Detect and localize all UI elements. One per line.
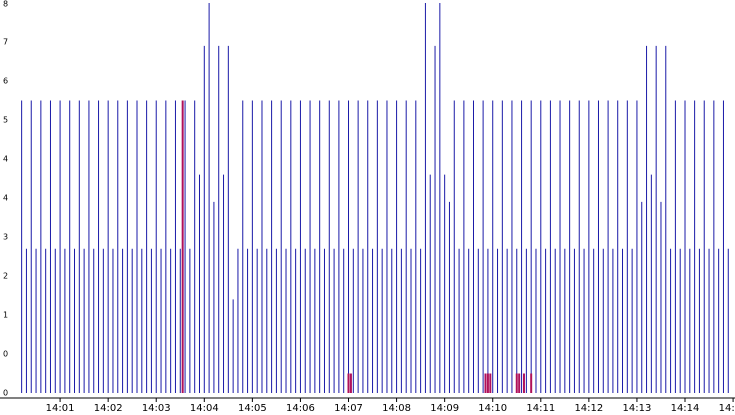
x-tick-label: 14:15 [719,403,735,414]
y-tick-label: 0 [3,389,8,398]
x-tick-label: 14:02 [94,403,123,414]
y-tick-label: 5 [3,116,8,125]
x-tick-label: 14:11 [526,403,555,414]
y-tick-label: 6 [3,77,8,86]
x-tick-label: 14:05 [238,403,267,414]
x-tick-label: 14:01 [46,403,75,414]
x-tick-label: 14:14 [671,403,700,414]
x-tick-label: 14:06 [286,403,315,414]
y-tick-label: 1 [3,311,8,320]
y-tick-label: 7 [3,38,8,47]
y-tick-label: 2 [3,272,8,281]
x-tick-label: 14:08 [382,403,411,414]
y-tick-label: 8 [3,0,8,9]
x-tick-label: 14:04 [190,403,219,414]
y-tick-label: 4 [3,194,8,203]
x-tick-label: 14:07 [334,403,363,414]
y-tick-label: 0 [3,350,8,359]
y-tick-label: 4 [3,155,8,164]
x-tick-label: 14:13 [623,403,652,414]
x-tick-label: 14:09 [430,403,459,414]
y-tick-label: 3 [3,233,8,242]
x-tick-label: 14:03 [142,403,171,414]
x-tick-label: 14:10 [478,403,507,414]
x-tick-label: 14:12 [574,403,603,414]
